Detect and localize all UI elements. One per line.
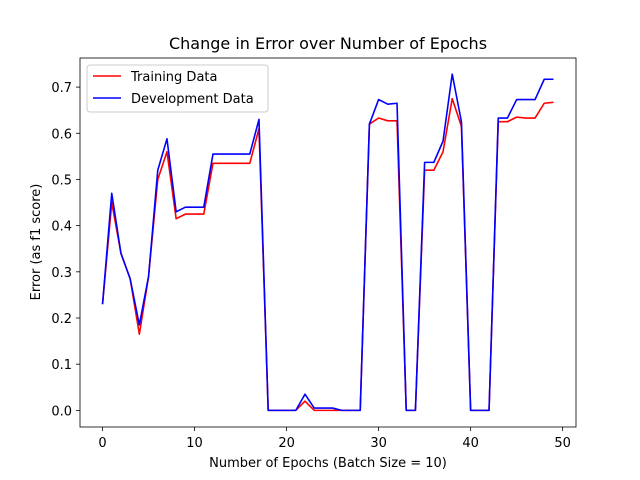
y-tick-label: 0.0 xyxy=(51,404,72,419)
y-tick-label: 0.3 xyxy=(51,266,72,281)
plot-area: 0 10 20 30 40 50 0.0 0.1 0.2 0.3 0.4 0.5 0.6 0.7 xyxy=(51,57,577,451)
x-tick-label: 10 xyxy=(186,436,203,451)
legend-box xyxy=(86,64,269,113)
y-tick-label: 0.5 xyxy=(51,173,72,188)
y-tick-label: 0.6 xyxy=(51,127,72,142)
series-line-0 xyxy=(101,97,554,412)
y-axis-title: Error (as f1 score) xyxy=(29,184,44,301)
y-tick-label: 0.1 xyxy=(51,358,72,373)
axes-frame xyxy=(79,57,577,428)
legend: Training Data Development Data xyxy=(86,64,269,113)
x-axis-title: Number of Epochs (Batch Size = 10) xyxy=(209,456,447,471)
y-tick-label: 0.2 xyxy=(51,312,72,327)
x-tick-label: 50 xyxy=(554,436,571,451)
x-tick-label: 20 xyxy=(278,436,295,451)
y-tick-label: 0.7 xyxy=(51,81,72,96)
legend-label-training: Training Data xyxy=(130,70,217,85)
x-tick-label: 40 xyxy=(462,436,479,451)
x-tick-label: 30 xyxy=(370,436,387,451)
legend-label-development: Development Data xyxy=(131,92,254,107)
x-tick-label: 0 xyxy=(98,436,106,451)
series-line-1 xyxy=(101,73,554,412)
y-tick-label: 0.4 xyxy=(51,220,72,235)
chart-title: Change in Error over Number of Epochs xyxy=(169,34,487,53)
